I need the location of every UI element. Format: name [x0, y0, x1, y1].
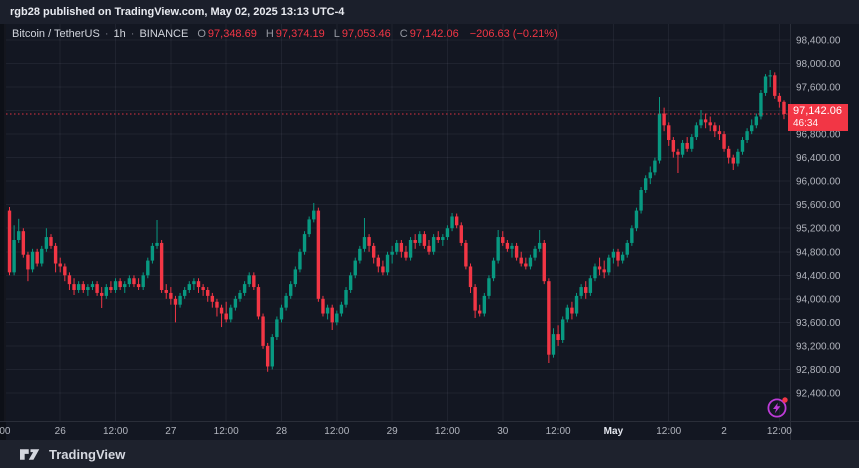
grid — [4, 24, 790, 421]
ohlc-open: O 97,348.69 — [197, 28, 257, 40]
lightning-icon — [767, 397, 788, 418]
change-value: −206.63 (−0.21%) — [469, 28, 558, 40]
svg-text:98,400.00: 98,400.00 — [796, 36, 841, 47]
svg-text:95,600.00: 95,600.00 — [796, 200, 841, 211]
tradingview-logo-icon[interactable] — [20, 446, 41, 463]
candles-layer — [7, 70, 786, 372]
svg-text:12:00: 12:00 — [324, 426, 349, 437]
svg-text:92,800.00: 92,800.00 — [796, 365, 841, 376]
svg-text:27: 27 — [165, 426, 177, 437]
time-axis: 00 26 12:00 27 12:00 28 12:00 29 12:00 30 12:00 May… — [0, 426, 792, 437]
svg-text:94,400.00: 94,400.00 — [796, 271, 841, 282]
svg-text:93,600.00: 93,600.00 — [796, 318, 841, 329]
exchange-label: BINANCE — [139, 28, 189, 40]
svg-text:95,200.00: 95,200.00 — [796, 224, 841, 235]
last-price-badge: 97,142.06 46:34 — [788, 103, 848, 131]
publish-header-text: rgb28 published on TradingView.com, May … — [10, 6, 345, 18]
svg-text:96,000.00: 96,000.00 — [796, 177, 841, 188]
svg-text:12:00: 12:00 — [103, 426, 128, 437]
svg-text:12:00: 12:00 — [767, 426, 792, 437]
last-price-value: 97,142.06 — [793, 104, 842, 117]
svg-text:30: 30 — [497, 426, 509, 437]
svg-text:96,800.00: 96,800.00 — [796, 130, 841, 141]
candlestick-chart[interactable]: 98,400.0098,000.0097,600.0097,200.0096,8… — [0, 24, 859, 440]
svg-text:94,800.00: 94,800.00 — [796, 247, 841, 258]
ohlc-close: C 97,142.06 — [399, 28, 459, 40]
symbol-name: Bitcoin / TetherUS — [12, 28, 100, 40]
svg-text:12:00: 12:00 — [435, 426, 460, 437]
symbol-legend: Bitcoin / TetherUS · 1h · BINANCE O 97,3… — [12, 28, 558, 40]
svg-text:94,000.00: 94,000.00 — [796, 294, 841, 305]
svg-text:May: May — [604, 426, 624, 437]
svg-text:00: 00 — [0, 426, 11, 437]
ohlc-high: H 97,374.19 — [265, 28, 325, 40]
chart-area[interactable]: 98,400.0098,000.0097,600.0097,200.0096,8… — [0, 24, 859, 440]
svg-text:12:00: 12:00 — [656, 426, 681, 437]
ohlc-low: L 97,053.46 — [333, 28, 391, 40]
bar-countdown: 46:34 — [793, 117, 819, 129]
tradingview-brand[interactable]: TradingView — [49, 446, 126, 462]
footer: TradingView — [0, 440, 859, 468]
notification-dot — [782, 397, 788, 403]
svg-text:29: 29 — [387, 426, 399, 437]
svg-text:26: 26 — [55, 426, 67, 437]
svg-text:12:00: 12:00 — [214, 426, 239, 437]
svg-text:93,200.00: 93,200.00 — [796, 341, 841, 352]
svg-text:2: 2 — [721, 426, 727, 437]
publish-header: rgb28 published on TradingView.com, May … — [0, 0, 859, 24]
svg-text:12:00: 12:00 — [546, 426, 571, 437]
legend-separator: · — [104, 28, 109, 40]
svg-text:96,400.00: 96,400.00 — [796, 153, 841, 164]
price-axis: 98,400.0098,000.0097,600.0097,200.0096,8… — [796, 36, 841, 400]
interval-label: 1h — [113, 28, 126, 40]
svg-text:92,400.00: 92,400.00 — [796, 388, 841, 399]
legend-separator: · — [130, 28, 135, 40]
svg-text:28: 28 — [276, 426, 288, 437]
svg-text:98,000.00: 98,000.00 — [796, 59, 841, 70]
svg-text:97,600.00: 97,600.00 — [796, 83, 841, 94]
boost-button[interactable] — [766, 395, 790, 419]
